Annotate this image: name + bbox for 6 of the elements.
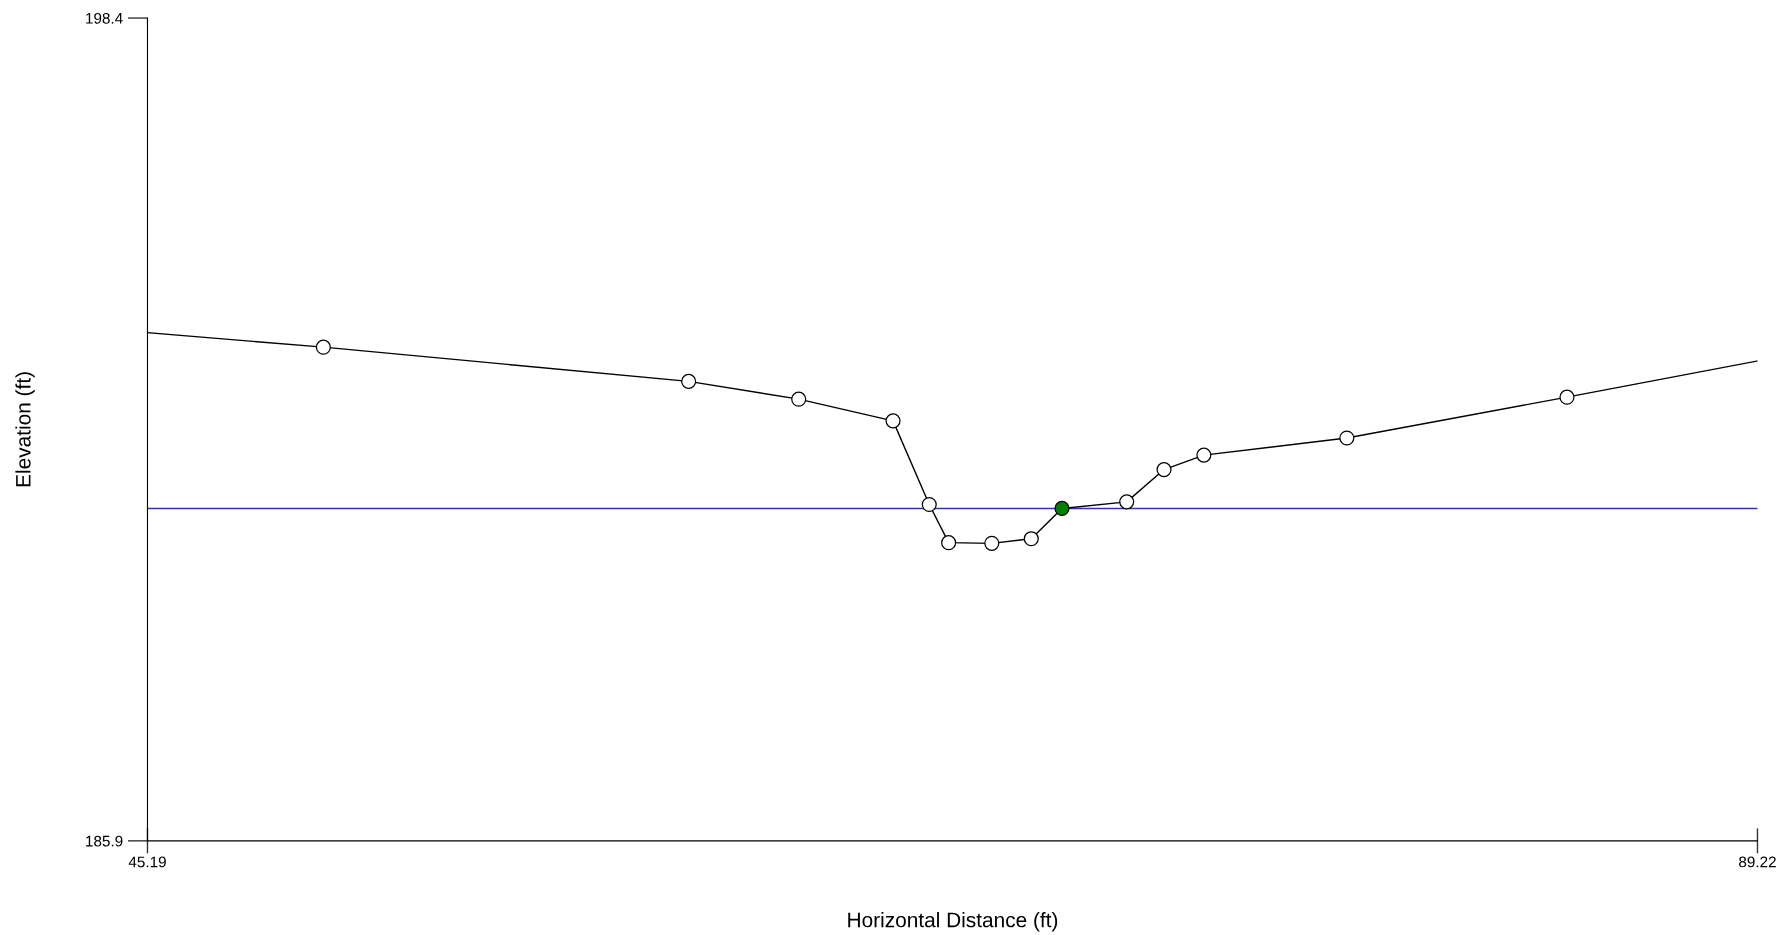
x-axis-title: Horizontal Distance (ft)	[848, 912, 1058, 932]
x-tick-label: 89.22	[1739, 856, 1776, 868]
y-axis-title: Elevation (ft)	[15, 372, 35, 487]
y-tick-label: 198.4	[86, 12, 123, 24]
y-tick-label: 185.9	[86, 835, 123, 847]
x-tick-label: 45.19	[128, 856, 166, 868]
